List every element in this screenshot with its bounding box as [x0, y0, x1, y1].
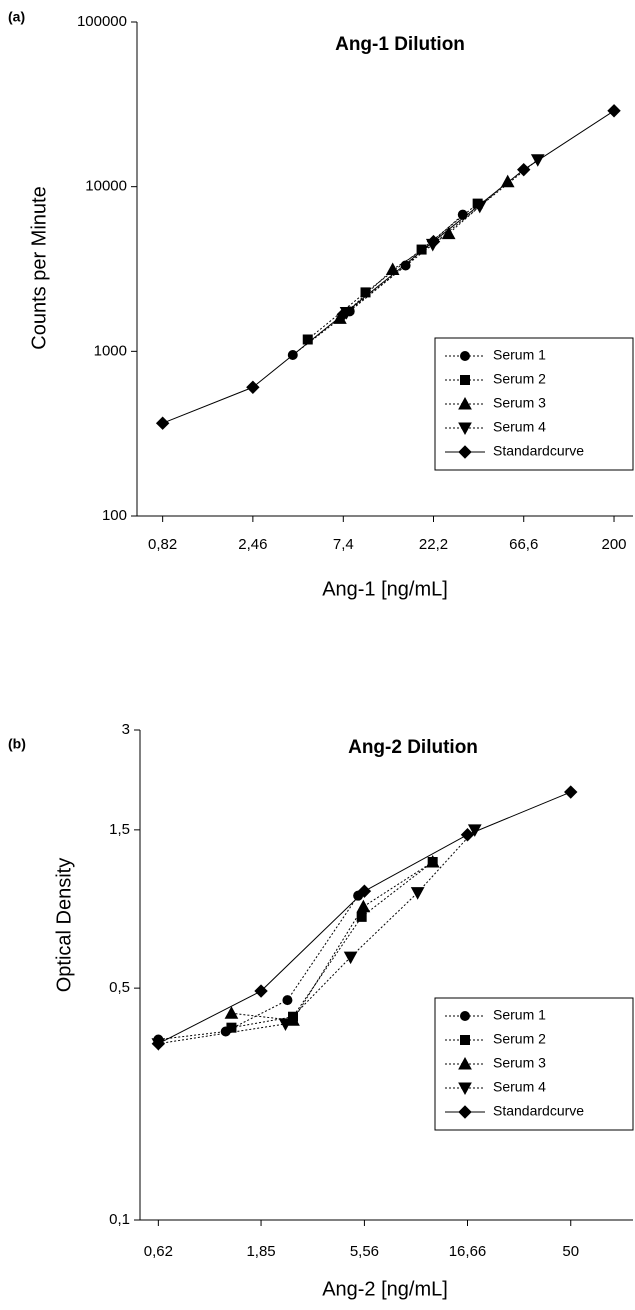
x-tick-label: 2,46: [238, 536, 267, 553]
series-line: [231, 861, 433, 1021]
marker: [564, 785, 578, 799]
marker: [356, 899, 371, 913]
marker: [426, 234, 441, 249]
marker: [500, 174, 515, 188]
chart-title: Ang-1 Dilution: [335, 34, 465, 55]
marker: [357, 884, 372, 898]
marker: [155, 416, 170, 430]
marker: [458, 445, 472, 459]
marker: [416, 244, 427, 255]
marker: [441, 226, 456, 240]
x-tick-label: 16,66: [449, 1243, 487, 1260]
y-tick-label: 1000: [94, 342, 127, 359]
marker: [360, 287, 371, 298]
marker: [282, 995, 293, 1006]
chart-title: Ang-2 Dilution: [348, 737, 478, 758]
marker: [607, 104, 621, 118]
marker: [226, 1022, 237, 1033]
legend-label: Serum 1: [493, 1007, 546, 1023]
x-tick-label: 7,4: [333, 536, 354, 553]
legend-label: Serum 2: [493, 1031, 546, 1047]
legend-label: Standardcurve: [493, 443, 584, 459]
y-tick-label: 0,1: [109, 1211, 130, 1228]
marker: [224, 1006, 239, 1019]
marker: [151, 1036, 166, 1051]
panel-label: (b): [8, 736, 26, 752]
x-tick-label: 1,85: [246, 1243, 275, 1260]
marker: [246, 380, 260, 394]
y-tick-label: 10000: [85, 178, 127, 195]
series-line: [346, 159, 539, 313]
x-tick-label: 5,56: [350, 1243, 379, 1260]
marker: [254, 984, 268, 998]
marker: [458, 1056, 472, 1070]
series-line: [231, 861, 433, 1029]
legend-label: Serum 3: [493, 1055, 546, 1071]
x-tick-label: 66,6: [509, 536, 538, 553]
legend-label: Serum 1: [493, 347, 546, 363]
marker: [458, 396, 472, 410]
series-line: [162, 110, 615, 424]
marker: [336, 307, 351, 322]
x-tick-label: 200: [602, 536, 627, 553]
legend-label: Serum 4: [493, 419, 546, 435]
series-line: [158, 895, 359, 1041]
y-tick-label: 0,5: [109, 979, 130, 996]
marker: [410, 887, 425, 900]
marker: [460, 375, 470, 385]
marker: [460, 828, 475, 842]
marker: [425, 854, 440, 868]
marker: [278, 1018, 293, 1031]
x-axis-title: Ang-1 [ng/mL]: [322, 578, 448, 600]
legend-label: Standardcurve: [493, 1103, 584, 1119]
marker: [458, 1105, 472, 1119]
marker: [517, 162, 531, 177]
x-tick-label: 0,82: [148, 536, 177, 553]
legend-label: Serum 3: [493, 395, 546, 411]
y-tick-label: 100: [102, 507, 127, 524]
marker: [458, 422, 472, 436]
y-tick-label: 3: [122, 721, 130, 738]
y-tick-label: 1,5: [109, 821, 130, 838]
marker: [356, 911, 367, 922]
y-axis-title: Optical Density: [53, 858, 75, 993]
x-axis-title: Ang-2 [ng/mL]: [322, 1278, 448, 1300]
marker: [460, 1035, 470, 1045]
legend-label: Serum 2: [493, 371, 546, 387]
panel-label: (a): [8, 9, 25, 25]
x-tick-label: 50: [562, 1243, 579, 1260]
marker: [458, 1082, 472, 1096]
marker: [343, 951, 358, 965]
y-axis-title: Counts per Minute: [28, 186, 50, 349]
x-tick-label: 22,2: [419, 536, 448, 553]
marker: [460, 1011, 470, 1021]
marker: [460, 351, 470, 361]
x-tick-label: 0,62: [144, 1243, 173, 1260]
y-tick-label: 100000: [77, 13, 127, 30]
legend-label: Serum 4: [493, 1079, 546, 1095]
